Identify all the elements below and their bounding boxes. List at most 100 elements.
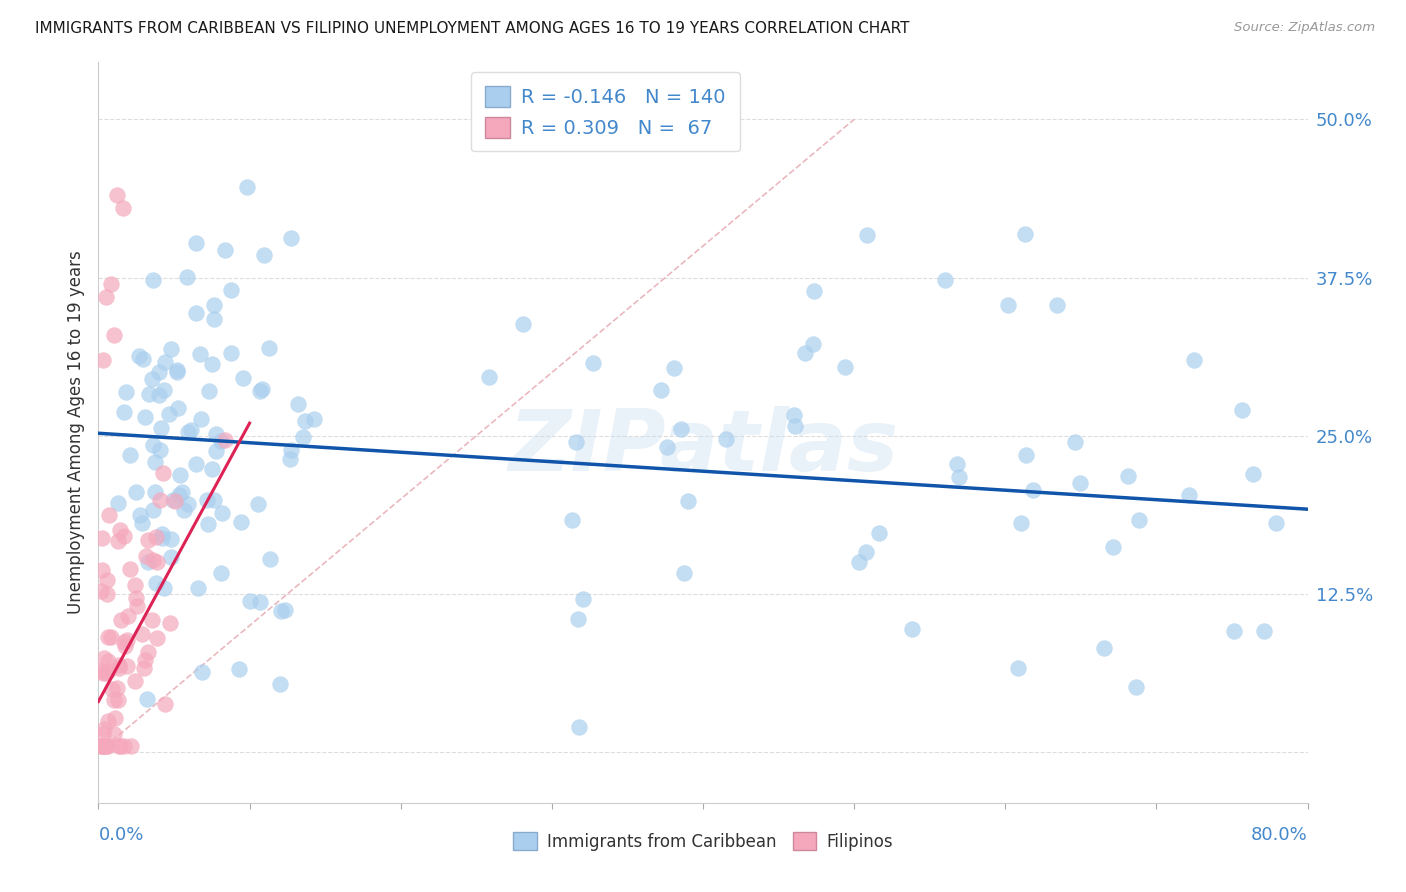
Point [197,517,219,532]
Point [166,401,188,416]
Point [205,427,228,442]
Point [582,356,605,370]
Point [205,444,228,458]
Point [89,739,111,753]
Point [131,516,153,530]
Point [1015,448,1038,462]
Point [142,502,165,516]
Point [91,532,114,546]
Point [93,739,115,753]
Point [145,455,167,469]
Point [180,424,202,438]
Point [253,247,276,261]
Point [160,549,183,564]
Point [211,506,233,520]
Point [163,494,186,508]
Point [153,383,176,397]
Point [1102,540,1125,554]
Point [141,613,163,627]
Point [90,563,112,577]
Point [236,180,259,194]
Point [138,386,160,401]
Point [148,388,170,402]
Point [239,594,262,608]
Point [152,581,174,595]
Point [108,739,131,753]
Point [110,613,132,627]
Point [1182,352,1205,367]
Point [186,457,208,471]
Point [142,273,165,287]
Text: ZIPatlas: ZIPatlas [508,406,898,489]
Point [1069,475,1091,490]
Point [115,658,138,673]
Point [135,692,157,706]
Point [934,273,956,287]
Point [131,627,153,641]
Point [195,493,218,508]
Point [560,513,582,527]
Point [112,739,135,753]
Point [166,365,188,379]
Point [855,545,877,559]
Point [900,622,922,636]
Point [304,412,326,426]
Point [834,360,856,375]
Point [1223,624,1246,638]
Point [803,285,825,299]
Point [848,555,870,569]
Point [107,534,129,549]
Point [93,723,115,737]
Point [117,608,139,623]
Point [96,573,118,587]
Point [294,414,316,428]
Point [96,666,118,681]
Text: 0.0%: 0.0% [98,826,143,844]
Point [478,370,501,384]
Point [150,526,173,541]
Point [280,231,302,245]
Point [146,631,169,645]
Point [110,523,132,537]
Point [105,188,128,202]
Point [655,441,678,455]
Point [946,457,969,471]
Point [1125,680,1147,694]
Point [793,345,815,359]
Point [173,503,195,517]
Point [107,658,129,673]
Point [94,289,117,303]
Point [868,526,890,541]
Point [160,533,183,547]
Point [91,666,114,681]
Point [201,357,224,371]
Point [150,421,173,435]
Point [162,492,184,507]
Point [105,681,128,695]
Point [190,665,212,679]
Point [187,582,209,596]
Text: Source: ZipAtlas.com: Source: ZipAtlas.com [1234,21,1375,34]
Point [280,442,302,457]
Point [1063,435,1085,450]
Point [93,651,115,665]
Point [91,739,114,753]
Point [188,347,211,361]
Point [107,693,129,707]
Point [292,430,315,444]
Point [132,661,155,675]
Point [132,352,155,367]
Point [97,630,120,644]
Point [565,435,588,450]
Point [141,372,163,386]
Point [159,407,181,421]
Point [160,342,183,356]
Point [1021,483,1043,497]
Point [112,635,135,649]
Point [108,739,131,753]
Text: IMMIGRANTS FROM CARIBBEAN VS FILIPINO UNEMPLOYMENT AMONG AGES 16 TO 19 YEARS COR: IMMIGRANTS FROM CARIBBEAN VS FILIPINO UN… [35,21,910,36]
Point [150,531,173,545]
Point [136,645,159,659]
Point [190,411,212,425]
Point [146,555,169,569]
